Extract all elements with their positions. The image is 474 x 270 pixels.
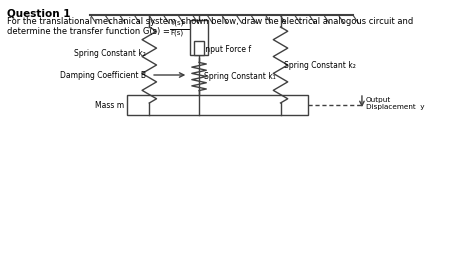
Text: Spring Constant k₁: Spring Constant k₁	[204, 72, 275, 81]
Text: determine the transfer function G(s) =: determine the transfer function G(s) =	[7, 27, 173, 36]
Text: Spring Constant k₂: Spring Constant k₂	[284, 60, 356, 69]
Text: Y(s): Y(s)	[170, 19, 183, 26]
Text: Damping Coefficient B: Damping Coefficient B	[60, 70, 146, 79]
Text: Mass m: Mass m	[95, 100, 124, 110]
Text: Question 1: Question 1	[7, 8, 71, 18]
Text: Output
Displacement  y: Output Displacement y	[365, 97, 424, 110]
Text: Input Force f: Input Force f	[203, 46, 251, 55]
Bar	[190, 20, 208, 55]
Text: Spring Constant k₂: Spring Constant k₂	[74, 49, 146, 58]
Bar	[194, 41, 204, 55]
Bar	[127, 95, 308, 115]
Text: F(s): F(s)	[170, 30, 183, 36]
Text: For the translational mechanical system  shown below, draw the electrical analog: For the translational mechanical system …	[7, 17, 413, 26]
